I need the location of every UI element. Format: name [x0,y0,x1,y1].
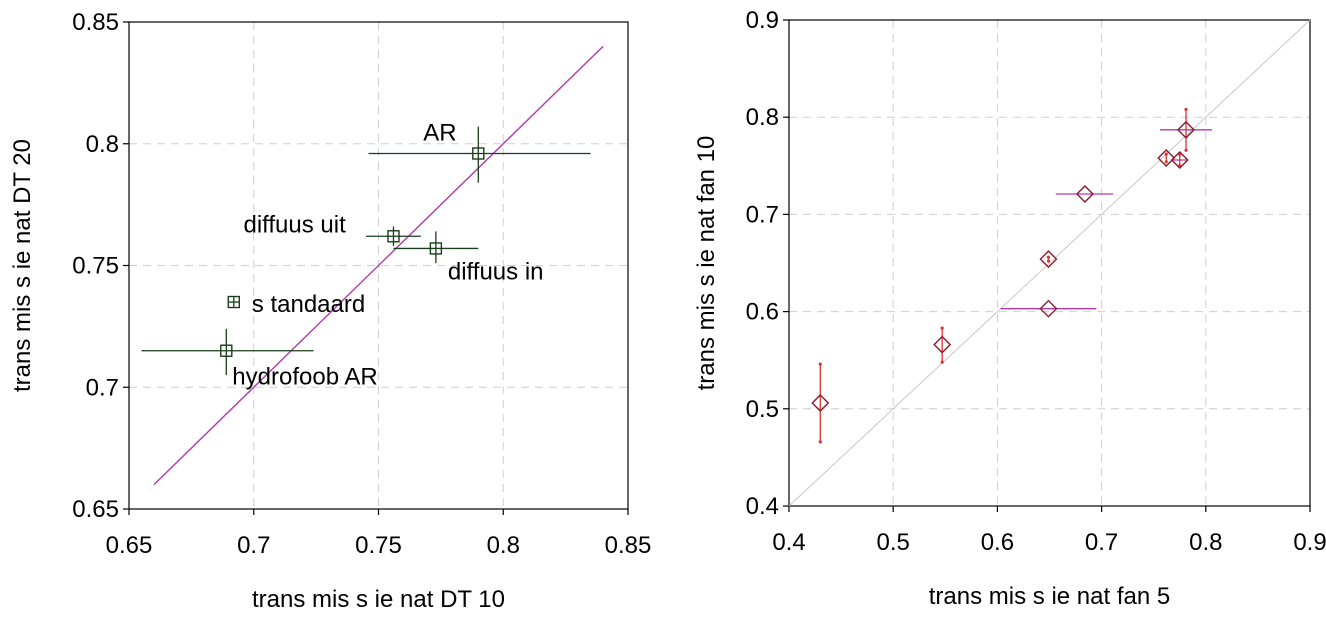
y-axis-title: trans mis s ie nat DT 20 [9,139,36,392]
y-axis-title: trans mis s ie nat fan 10 [693,136,720,391]
point-label: s tandaard [252,291,365,318]
x-tick-label: 0.8 [1189,529,1222,556]
square-marker [472,147,485,160]
point-label: hydrofoob AR [232,364,377,391]
y-tick-label: 0.7 [86,374,119,401]
diamond-marker [1039,250,1058,269]
square-marker [220,344,233,357]
data-point [933,326,952,364]
y-tick-label: 0.65 [72,496,119,523]
x-tick-label: 0.85 [605,532,652,559]
error-cap [1184,107,1188,112]
data-point [1055,184,1114,203]
plot-frame [788,19,1311,507]
data-point: s tandaard [227,291,365,318]
data-point: diffuus uit [243,211,421,247]
y-tick-label: 0.9 [746,7,779,34]
error-cap [1046,259,1051,263]
square-marker [429,242,443,255]
error-cap [1046,255,1051,259]
data-point: diffuus in [393,231,544,285]
y-tick-label: 0.7 [746,201,779,228]
left-scatter-panel: 0.65 0.7 0.75 0.8 0.85 0.65 0.7 0.75 0.8 0.85 tran… [9,9,651,613]
fit-line [153,45,604,486]
data-point [1170,150,1189,169]
identity-line [788,19,1311,507]
y-tick-label: 0.6 [746,299,779,326]
data-point: AR [368,119,591,183]
diamond-marker [1157,149,1176,168]
point-label: AR [423,119,456,146]
x-tick-label: 0.9 [1293,529,1326,556]
error-cap [940,360,944,364]
y-tick-label: 0.75 [72,253,119,280]
data-point [1159,107,1213,152]
square-marker [227,295,240,309]
diamond-marker [1177,120,1195,139]
x-tick-label: 0.75 [355,532,402,559]
data-point [1039,250,1058,269]
data-point [1000,299,1097,318]
y-tick-label: 0.8 [746,104,779,131]
x-axis-title: trans mis s ie nat DT 10 [252,586,505,613]
error-cap [818,440,822,444]
y-tick-label: 0.8 [86,131,119,158]
error-cap [940,326,944,330]
error-cap [1184,148,1188,152]
x-tick-label: 0.6 [981,529,1014,556]
data-point [811,362,830,444]
x-tick-label: 0.65 [106,532,153,559]
diamond-marker [1075,184,1094,203]
x-tick-label: 0.4 [772,529,805,556]
x-tick-label: 0.7 [237,532,270,559]
point-label: diffuus uit [243,211,346,238]
x-tick-label: 0.5 [877,529,910,556]
right-scatter-panel: 0.4 0.5 0.6 0.7 0.8 0.9 0.4 0.5 0.6 0.7 0.8 0.9 tran… [693,7,1326,610]
diamond-marker [1039,299,1058,318]
x-axis-title: trans mis s ie nat fan 5 [929,583,1170,610]
point-label: diffuus in [448,258,544,285]
error-cap [1164,152,1168,156]
y-tick-label: 0.4 [746,493,779,520]
data-point: hydrofoob AR [141,328,378,391]
diamond-marker [811,393,830,412]
error-cap [818,362,822,366]
diamond-marker [1170,150,1189,169]
x-tick-label: 0.7 [1085,529,1118,556]
y-tick-label: 0.85 [72,9,119,36]
square-marker [387,230,400,243]
y-tick-label: 0.5 [746,396,779,423]
error-cap [1164,160,1168,164]
x-tick-label: 0.8 [487,532,520,559]
diamond-marker [933,335,952,354]
data-point [1157,149,1176,168]
